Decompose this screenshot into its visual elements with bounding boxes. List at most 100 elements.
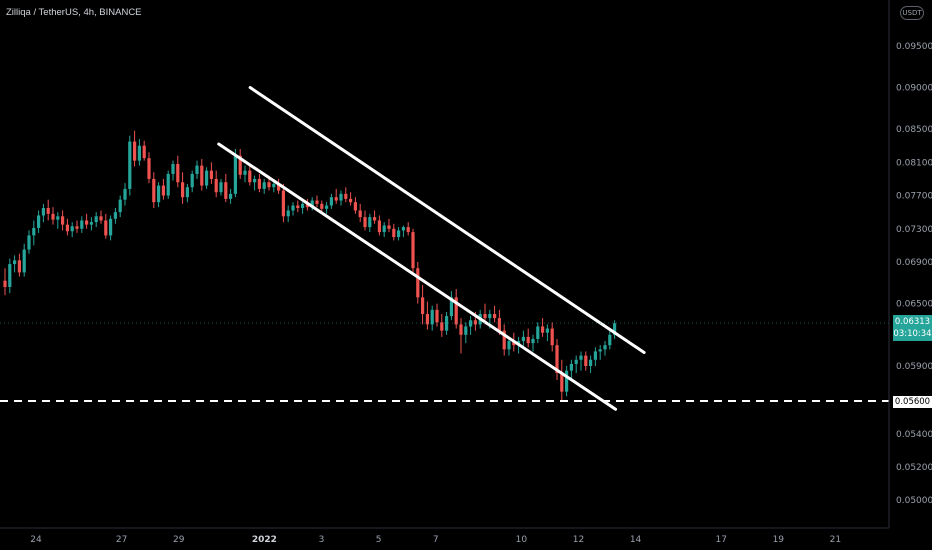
last-price-tag: 0.06313 03:10:34	[893, 315, 932, 341]
candle-body	[147, 158, 151, 179]
candle-body	[440, 322, 444, 331]
candle-body	[334, 197, 338, 201]
candle-body	[32, 227, 36, 236]
candle-body	[449, 297, 453, 317]
channel-lower-line[interactable]	[217, 142, 618, 411]
candle-body	[301, 203, 305, 208]
candle-body	[382, 225, 386, 233]
time-tick-label: 24	[30, 535, 42, 545]
candle-body	[473, 320, 477, 325]
candle-body	[541, 326, 545, 333]
candle-body	[411, 232, 415, 269]
candle-body	[281, 190, 285, 217]
candle-body	[123, 188, 127, 200]
candle-body	[445, 316, 449, 331]
candle-body	[286, 210, 290, 217]
candle-body	[488, 314, 492, 319]
symbol-title[interactable]: Zilliqa / TetherUS, 4h, BINANCE	[6, 7, 142, 18]
price-tick-label: 0.06900	[896, 258, 932, 268]
candle-body	[497, 318, 501, 331]
candle-body	[545, 328, 549, 333]
time-axis[interactable]: 24 27 29 2022 3 5 7 10 12 14 17 19 21	[30, 535, 841, 545]
candle-body	[209, 170, 213, 179]
candle-body	[401, 227, 405, 231]
candle-body	[339, 193, 343, 201]
price-tick-label: 0.07700	[896, 192, 932, 202]
candle-body	[603, 345, 607, 350]
candle-body	[483, 314, 487, 319]
candle-body	[65, 224, 69, 232]
candle-body	[579, 355, 583, 360]
candle-body	[349, 198, 353, 203]
candle-body	[205, 170, 209, 186]
candle-body	[469, 320, 473, 327]
price-axis[interactable]: 0.09500 0.09000 0.08500 0.08100 0.07700 0.073…	[896, 42, 932, 506]
candle-body	[214, 178, 218, 193]
channel-upper-line[interactable]	[248, 86, 646, 354]
candle-body	[613, 323, 617, 335]
candle-body	[589, 359, 593, 366]
candle-body	[392, 228, 396, 238]
time-tick-label: 21	[830, 535, 841, 545]
candle-body	[608, 334, 612, 346]
candle-body	[152, 178, 156, 203]
candle-body	[243, 170, 247, 175]
candle-body	[176, 163, 180, 183]
candle-body	[238, 155, 242, 175]
candle-body	[416, 268, 420, 298]
candle-body	[593, 351, 597, 360]
candle-body	[358, 210, 362, 218]
candle-body	[521, 336, 525, 342]
candle-body	[310, 200, 314, 208]
candle-body	[512, 341, 516, 346]
candle-body	[253, 178, 257, 183]
price-tick-label: 0.09000	[896, 84, 932, 94]
candle-body	[296, 205, 300, 208]
time-tick-label: 29	[173, 535, 185, 545]
price-tick-label: 0.09500	[896, 42, 932, 52]
candle-body	[325, 205, 329, 209]
candle-body	[8, 264, 12, 287]
candle-body	[94, 216, 98, 223]
candle-body	[41, 208, 45, 216]
price-tick-label: 0.08500	[896, 125, 932, 135]
price-tick-label: 0.05200	[896, 463, 932, 473]
candle-body	[85, 220, 89, 225]
price-tick-label: 0.05900	[896, 362, 932, 372]
candle-body	[406, 227, 410, 233]
price-tick-label: 0.06500	[896, 300, 932, 310]
candle-body	[157, 185, 161, 203]
time-tick-label: 5	[376, 535, 382, 545]
last-price-value: 0.06313	[894, 317, 931, 327]
time-tick-label: 14	[630, 535, 642, 545]
candle-body	[459, 324, 463, 335]
time-tick-label: 27	[116, 535, 127, 545]
candle-body	[200, 165, 204, 186]
candle-body	[61, 216, 65, 225]
candle-body	[99, 216, 103, 221]
drawings-layer	[0, 86, 889, 411]
candle-body	[142, 145, 146, 159]
candle-body	[128, 141, 132, 189]
candle-body	[118, 199, 122, 213]
candle-body	[229, 193, 233, 199]
candle-body	[353, 202, 357, 211]
candle-body	[397, 230, 401, 238]
candle-body	[13, 260, 17, 265]
candle-body	[363, 217, 367, 228]
candle-body	[560, 373, 564, 392]
candle-body	[51, 213, 55, 220]
time-tick-label: 2022	[252, 535, 277, 545]
candle-body	[536, 326, 540, 339]
candle-body	[248, 170, 252, 183]
candle-body	[137, 145, 141, 161]
time-tick-label: 10	[516, 535, 528, 545]
currency-button[interactable]: USDT	[900, 6, 924, 20]
candle-body	[133, 141, 137, 161]
candle-body	[17, 260, 21, 273]
candle-body	[329, 197, 333, 206]
candle-body	[70, 226, 74, 232]
candle-body	[569, 363, 573, 371]
candle-body	[320, 203, 324, 209]
